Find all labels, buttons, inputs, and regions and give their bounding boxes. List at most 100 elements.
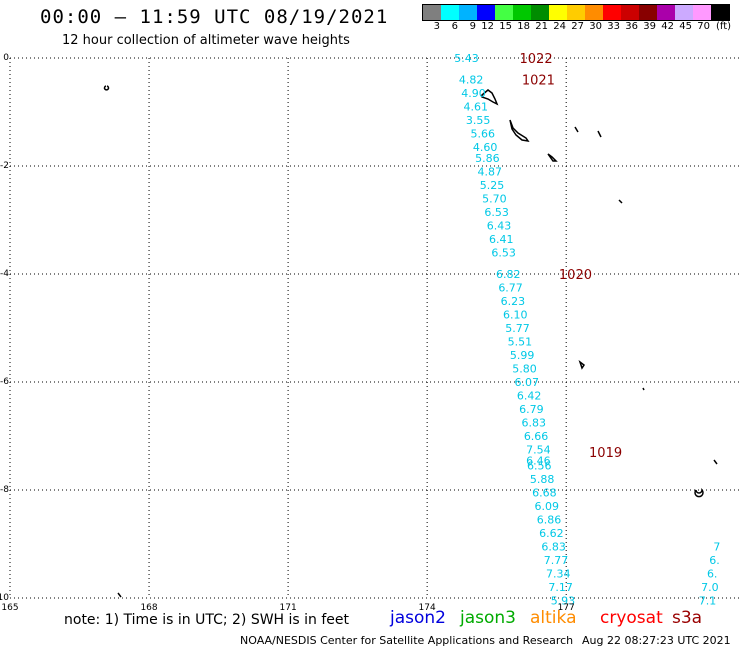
wave-height-value: 5.70 — [482, 192, 507, 205]
island — [117, 592, 122, 598]
legend-label: 70 — [697, 21, 710, 32]
island — [713, 459, 718, 465]
pressure-label: 1020 — [559, 268, 592, 283]
island — [578, 359, 586, 370]
wave-height-value: 7.77 — [544, 554, 569, 567]
legend-label: 6 — [451, 21, 458, 32]
wave-height-value: 6.79 — [519, 403, 544, 416]
wave-height-value: 5.51 — [508, 336, 533, 349]
legend-label: 9 — [469, 21, 476, 32]
lon-tick-label: 177 — [558, 603, 575, 613]
wave-height-value: 5.99 — [510, 349, 535, 362]
wave-height-value: 6.62 — [539, 527, 564, 540]
wave-height-value: 4.61 — [464, 101, 489, 114]
legend-label: 45 — [679, 21, 692, 32]
satellite-name-jason3: jason3 — [460, 608, 516, 628]
footer-note: note: 1) Time is in UTC; 2) SWH is in fe… — [64, 612, 350, 628]
island — [574, 126, 579, 133]
wave-height-value: 7.0 — [701, 581, 719, 594]
wave-height-value: 6.83 — [541, 541, 566, 554]
island — [547, 153, 558, 162]
legend-label: 42 — [661, 21, 674, 32]
wave-height-value: 4.87 — [477, 165, 502, 178]
wave-height-value: 7.1 — [699, 595, 717, 608]
legend-swatch — [603, 5, 621, 20]
wave-height-value: 6.53 — [484, 206, 509, 219]
lon-tick-label: 165 — [1, 603, 18, 613]
wave-height-value: 4.90 — [461, 87, 486, 100]
legend-label: 24 — [553, 21, 566, 32]
satellite-name-s3a: s3a — [672, 608, 703, 628]
legend-swatch — [531, 5, 549, 20]
island — [618, 199, 623, 204]
legend-swatch — [639, 5, 657, 20]
island — [694, 488, 704, 498]
wave-height-value: 5.25 — [480, 179, 505, 192]
legend-label: 15 — [499, 21, 512, 32]
wave-height-value: 6.09 — [534, 500, 559, 513]
lat-tick-label: -4 — [0, 269, 9, 279]
wave-height-value: 5.43 — [454, 52, 479, 65]
legend-label: 3 — [433, 21, 440, 32]
lat-tick-label: -10 — [0, 593, 9, 603]
wave-height-value: 5.80 — [512, 363, 537, 376]
lon-tick-label: 171 — [280, 603, 297, 613]
wave-height-value: 6. — [707, 568, 718, 581]
wave-height-value: 7.17 — [548, 581, 573, 594]
wave-height-value: 3.55 — [466, 114, 491, 127]
wave-height-value: 6.66 — [524, 430, 549, 443]
legend-label: 36 — [625, 21, 638, 32]
legend-swatch — [693, 5, 711, 20]
pressure-label: 1021 — [522, 74, 555, 89]
altimeter-tracks: 5.43 4.824.904.613.555.664.605.864.875.25… — [454, 52, 720, 608]
legend-label: 30 — [589, 21, 602, 32]
legend-swatch — [657, 5, 675, 20]
wave-height-value: 6.43 — [487, 219, 512, 232]
legend-swatch — [459, 5, 477, 20]
wave-height-value: 6.07 — [515, 376, 540, 389]
wave-height-value: 6. — [709, 554, 720, 567]
wave-height-value: 5.86 — [475, 152, 500, 165]
wave-height-value: 6.41 — [489, 233, 514, 246]
legend-swatch — [441, 5, 459, 20]
wave-height-value: 6.86 — [537, 514, 562, 527]
lat-tick-label: -6 — [0, 377, 9, 387]
lon-tick-label: 168 — [140, 603, 157, 613]
wave-height-value: 4.60 — [473, 141, 498, 154]
satellite-name-altika: altika — [530, 608, 577, 628]
wave-height-value: 6.46 — [526, 454, 551, 467]
legend-label: 33 — [607, 21, 620, 32]
generation-timestamp: Aug 22 08:27:23 UTC 2021 — [582, 634, 731, 647]
satellite-name-jason2: jason2 — [390, 608, 446, 628]
lat-tick-label: -2 — [0, 161, 9, 171]
satellite-name-cryosat: cryosat — [600, 608, 663, 628]
legend-swatch — [549, 5, 567, 20]
wave-height-value: 7 — [713, 541, 720, 554]
wave-height-value: 7.34 — [546, 568, 571, 581]
legend-swatch — [495, 5, 513, 20]
color-legend — [422, 4, 730, 21]
legend-unit: (ft) — [716, 21, 732, 32]
island — [481, 89, 499, 106]
lat-lon-grid — [9, 57, 740, 599]
wave-height-value: 6.42 — [517, 390, 542, 403]
pressure-labels: 1022 1021 1020 1019 — [520, 52, 623, 461]
wave-height-value: 6.83 — [521, 417, 546, 430]
legend-label: 18 — [517, 21, 530, 32]
legend-swatch — [585, 5, 603, 20]
lat-tick-label: 0 — [3, 53, 9, 63]
wave-height-value: 5.93 — [551, 595, 576, 608]
wave-height-value: 6.10 — [503, 309, 528, 322]
wave-height-value: 6.82 — [496, 268, 521, 281]
legend-swatch — [711, 5, 729, 20]
legend-label: 12 — [481, 21, 494, 32]
wave-height-value: 6.56 — [527, 460, 552, 473]
wave-height-value: 4.82 — [459, 74, 484, 87]
legend-swatch — [675, 5, 693, 20]
wave-height-value: 5.88 — [530, 473, 555, 486]
legend-swatch — [567, 5, 585, 20]
credit-line: NOAA/NESDIS Center for Satellite Applica… — [240, 634, 574, 647]
